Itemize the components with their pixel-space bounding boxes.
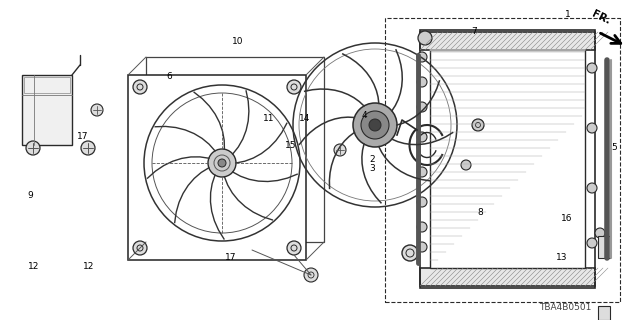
Circle shape (417, 132, 427, 142)
Circle shape (133, 80, 147, 94)
Text: 2: 2 (370, 156, 375, 164)
Circle shape (369, 119, 381, 131)
Circle shape (26, 141, 40, 155)
Bar (598, 306, 610, 320)
Bar (128, 75, 306, 260)
Bar (420, 32, 595, 50)
Circle shape (587, 63, 597, 73)
Text: 6: 6 (167, 72, 172, 81)
Circle shape (587, 238, 597, 248)
Circle shape (361, 111, 389, 139)
Text: 5: 5 (612, 143, 617, 152)
Text: 3: 3 (370, 164, 375, 173)
Circle shape (133, 241, 147, 255)
Circle shape (304, 268, 318, 282)
Circle shape (417, 197, 427, 207)
Text: TBA4B0501: TBA4B0501 (539, 303, 591, 313)
Text: 12: 12 (28, 262, 39, 271)
Text: 17: 17 (225, 253, 236, 262)
Bar (24, 77, 70, 93)
Circle shape (417, 52, 427, 62)
Circle shape (461, 160, 471, 170)
Circle shape (81, 141, 95, 155)
Text: 8: 8 (477, 208, 483, 217)
Circle shape (417, 167, 427, 177)
Bar (598, 236, 610, 258)
Bar (420, 268, 595, 286)
Circle shape (418, 31, 432, 45)
Text: 16: 16 (561, 214, 572, 223)
Text: 9: 9 (28, 191, 33, 200)
Bar (420, 30, 595, 288)
Text: 1: 1 (566, 10, 571, 19)
Circle shape (417, 102, 427, 112)
Bar (430, 50, 585, 268)
Circle shape (91, 104, 103, 116)
Circle shape (208, 149, 236, 177)
Text: 4: 4 (362, 111, 367, 120)
Circle shape (417, 242, 427, 252)
Bar (146, 57, 324, 242)
Text: FR.: FR. (590, 9, 612, 26)
Text: 7: 7 (471, 28, 476, 36)
Circle shape (472, 119, 484, 131)
Text: 13: 13 (556, 253, 567, 262)
Text: 12: 12 (83, 262, 94, 271)
Text: 15: 15 (285, 141, 297, 150)
Text: 17: 17 (77, 132, 89, 141)
Text: 14: 14 (299, 114, 310, 123)
Circle shape (402, 245, 418, 261)
Circle shape (417, 222, 427, 232)
Bar (385, 18, 620, 302)
Circle shape (595, 228, 605, 238)
Circle shape (334, 144, 346, 156)
Circle shape (287, 80, 301, 94)
Text: 11: 11 (263, 114, 275, 123)
Circle shape (587, 123, 597, 133)
Circle shape (587, 183, 597, 193)
Circle shape (417, 77, 427, 87)
Bar (22, 75, 72, 145)
Circle shape (287, 241, 301, 255)
Text: 10: 10 (232, 37, 244, 46)
Circle shape (353, 103, 397, 147)
Circle shape (218, 159, 226, 167)
